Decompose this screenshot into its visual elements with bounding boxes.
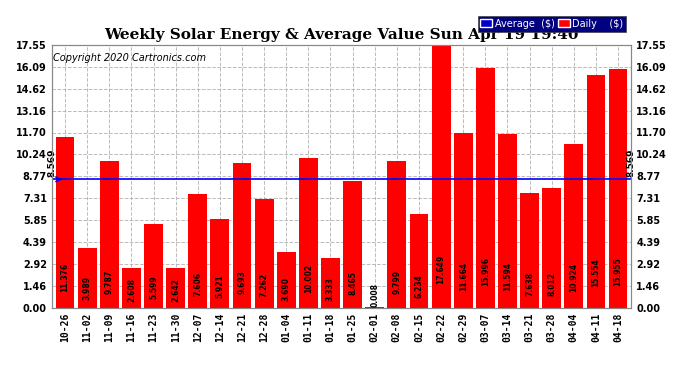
Legend: Average  ($), Daily    ($): Average ($), Daily ($) (477, 16, 627, 32)
Text: Copyright 2020 Cartronics.com: Copyright 2020 Cartronics.com (53, 53, 206, 63)
Text: 10.002: 10.002 (304, 264, 313, 293)
Bar (388, 161, 406, 308)
Text: 11.376: 11.376 (61, 262, 70, 292)
Bar (166, 268, 185, 308)
Bar (144, 224, 163, 308)
Bar (520, 193, 539, 308)
Text: 11.664: 11.664 (459, 262, 468, 291)
Bar (122, 268, 141, 308)
Bar (564, 144, 583, 308)
Bar (476, 68, 495, 308)
Text: 7.638: 7.638 (525, 272, 534, 296)
Bar (233, 162, 251, 308)
Text: 10.924: 10.924 (569, 263, 578, 292)
Text: 5.921: 5.921 (215, 274, 224, 298)
Text: 8.569: 8.569 (627, 148, 636, 177)
Text: 3.333: 3.333 (326, 278, 335, 301)
Text: 9.799: 9.799 (393, 270, 402, 294)
Bar (321, 258, 340, 307)
Text: 11.594: 11.594 (503, 262, 512, 291)
Text: 15.554: 15.554 (591, 258, 600, 286)
Text: 8.465: 8.465 (348, 271, 357, 295)
Bar (343, 181, 362, 308)
Bar (299, 158, 318, 308)
Text: 5.599: 5.599 (149, 275, 158, 298)
Bar (586, 75, 605, 307)
Text: 7.606: 7.606 (193, 272, 202, 296)
Text: 7.262: 7.262 (259, 273, 268, 297)
Text: 17.649: 17.649 (437, 255, 446, 284)
Bar (498, 134, 517, 308)
Text: 0.008: 0.008 (371, 284, 380, 308)
Text: 3.690: 3.690 (282, 277, 290, 301)
Bar (277, 252, 295, 308)
Text: 15.955: 15.955 (613, 257, 622, 286)
Bar (432, 44, 451, 308)
Bar (255, 199, 273, 308)
Bar (188, 194, 207, 308)
Text: 2.608: 2.608 (127, 278, 136, 302)
Text: 8.012: 8.012 (547, 272, 556, 296)
Bar (78, 248, 97, 308)
Bar (454, 133, 473, 308)
Title: Weekly Solar Energy & Average Value Sun Apr 19 19:40: Weekly Solar Energy & Average Value Sun … (104, 28, 579, 42)
Bar (410, 214, 428, 308)
Text: 15.996: 15.996 (481, 257, 490, 286)
Text: 8.569: 8.569 (47, 148, 57, 177)
Text: 3.989: 3.989 (83, 276, 92, 300)
Text: 2.642: 2.642 (171, 278, 180, 302)
Bar (542, 188, 561, 308)
Bar (56, 137, 75, 308)
Text: 9.787: 9.787 (105, 269, 114, 294)
Text: 6.234: 6.234 (415, 274, 424, 298)
Bar (210, 219, 229, 308)
Bar (609, 69, 627, 308)
Text: 9.693: 9.693 (237, 270, 246, 294)
Bar (100, 161, 119, 308)
